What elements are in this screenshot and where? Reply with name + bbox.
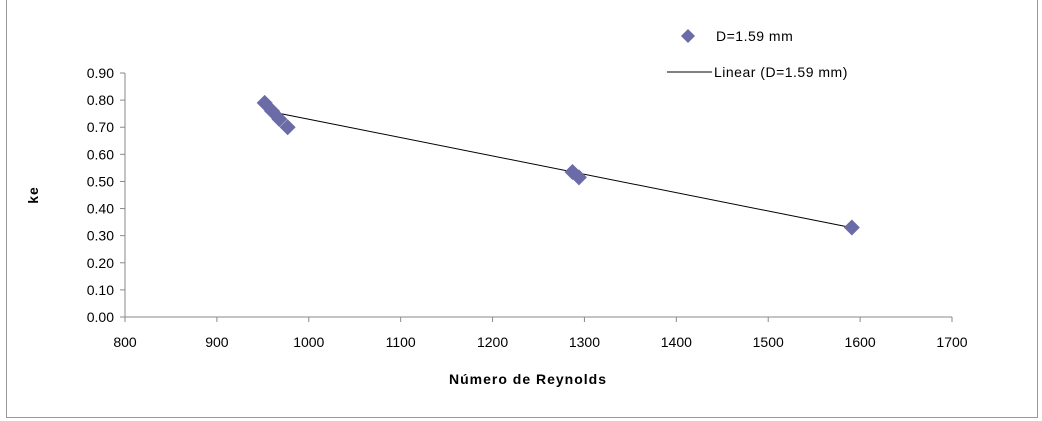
y-tick-label: 0.60 [87, 146, 114, 162]
chart-frame [6, 0, 1038, 418]
data-point [279, 119, 296, 136]
y-tick-label: 0.30 [87, 228, 114, 244]
x-tick-label: 1300 [569, 334, 600, 350]
x-tick-label: 900 [205, 334, 229, 350]
chart-axes [124, 73, 952, 318]
y-tick-label: 0.90 [87, 65, 114, 81]
legend-trendline-label: Linear (D=1.59 mm) [714, 64, 848, 80]
x-tick-label: 1500 [753, 334, 784, 350]
data-point [843, 219, 860, 236]
y-axis-title: ke [25, 186, 41, 204]
x-tick-label: 1600 [845, 334, 876, 350]
data-point [271, 111, 288, 128]
x-tick-label: 1200 [477, 334, 508, 350]
y-tick-label: 0.00 [87, 309, 114, 325]
legend-marker-diamond [681, 29, 695, 43]
y-tick-label: 0.40 [87, 201, 114, 217]
y-tick-label: 0.70 [87, 119, 114, 135]
y-tick-label: 0.50 [87, 173, 114, 189]
x-tick-label: 1400 [661, 334, 692, 350]
y-tick-label: 0.80 [87, 92, 114, 108]
data-point [570, 169, 587, 186]
legend-series-label: D=1.59 mm [716, 28, 793, 44]
y-tick-label: 0.10 [87, 282, 114, 298]
x-tick-label: 1100 [386, 334, 416, 350]
trendline [267, 110, 852, 229]
x-tick-label: 1000 [293, 334, 324, 350]
chart-legend: D=1.59 mm Linear (D=1.59 mm) [667, 28, 848, 80]
x-tick-label: 1700 [936, 334, 967, 350]
x-tick-label: 800 [113, 334, 137, 350]
y-tick-label: 0.20 [87, 255, 114, 271]
x-axis-title: Número de Reynolds [449, 371, 607, 387]
